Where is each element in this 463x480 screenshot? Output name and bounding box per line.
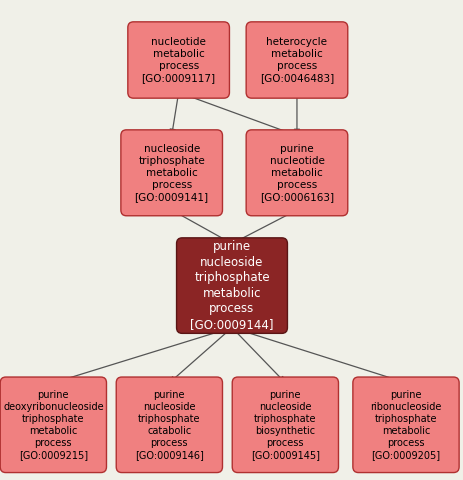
FancyBboxPatch shape — [245, 130, 347, 216]
FancyBboxPatch shape — [0, 377, 106, 472]
Text: purine
nucleoside
triphosphate
biosynthetic
process
[GO:0009145]: purine nucleoside triphosphate biosynthe… — [250, 390, 319, 460]
Text: purine
nucleoside
triphosphate
metabolic
process
[GO:0009144]: purine nucleoside triphosphate metabolic… — [190, 240, 273, 331]
Text: purine
ribonucleoside
triphosphate
metabolic
process
[GO:0009205]: purine ribonucleoside triphosphate metab… — [369, 390, 441, 460]
Text: nucleotide
metabolic
process
[GO:0009117]: nucleotide metabolic process [GO:0009117… — [141, 37, 215, 83]
Text: purine
nucleoside
triphosphate
catabolic
process
[GO:0009146]: purine nucleoside triphosphate catabolic… — [135, 390, 203, 460]
FancyBboxPatch shape — [352, 377, 458, 472]
FancyBboxPatch shape — [120, 130, 222, 216]
FancyBboxPatch shape — [245, 22, 347, 98]
FancyBboxPatch shape — [232, 377, 338, 472]
FancyBboxPatch shape — [116, 377, 222, 472]
Text: purine
nucleotide
metabolic
process
[GO:0006163]: purine nucleotide metabolic process [GO:… — [259, 144, 333, 202]
Text: purine
deoxyribonucleoside
triphosphate
metabolic
process
[GO:0009215]: purine deoxyribonucleoside triphosphate … — [3, 390, 103, 460]
FancyBboxPatch shape — [127, 22, 229, 98]
Text: heterocycle
metabolic
process
[GO:0046483]: heterocycle metabolic process [GO:004648… — [259, 37, 333, 83]
Text: nucleoside
triphosphate
metabolic
process
[GO:0009141]: nucleoside triphosphate metabolic proces… — [134, 144, 208, 202]
FancyBboxPatch shape — [176, 238, 287, 333]
